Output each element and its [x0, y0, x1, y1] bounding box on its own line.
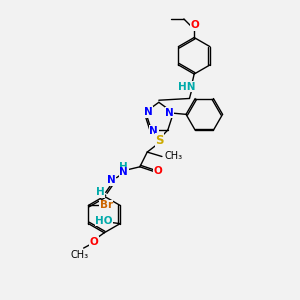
Text: H: H — [119, 162, 128, 172]
Text: Br: Br — [100, 200, 113, 210]
Text: HN: HN — [178, 82, 195, 92]
Text: O: O — [90, 237, 99, 247]
Text: S: S — [155, 134, 164, 147]
Text: N: N — [144, 107, 152, 117]
Text: N: N — [119, 167, 128, 177]
Text: O: O — [190, 20, 199, 31]
Text: H: H — [96, 188, 105, 197]
Text: CH₃: CH₃ — [164, 152, 182, 161]
Text: N: N — [149, 126, 158, 136]
Text: O: O — [153, 166, 162, 176]
Text: N: N — [165, 108, 174, 118]
Text: N: N — [107, 175, 116, 185]
Text: HO: HO — [95, 216, 112, 226]
Text: CH₃: CH₃ — [70, 250, 88, 260]
